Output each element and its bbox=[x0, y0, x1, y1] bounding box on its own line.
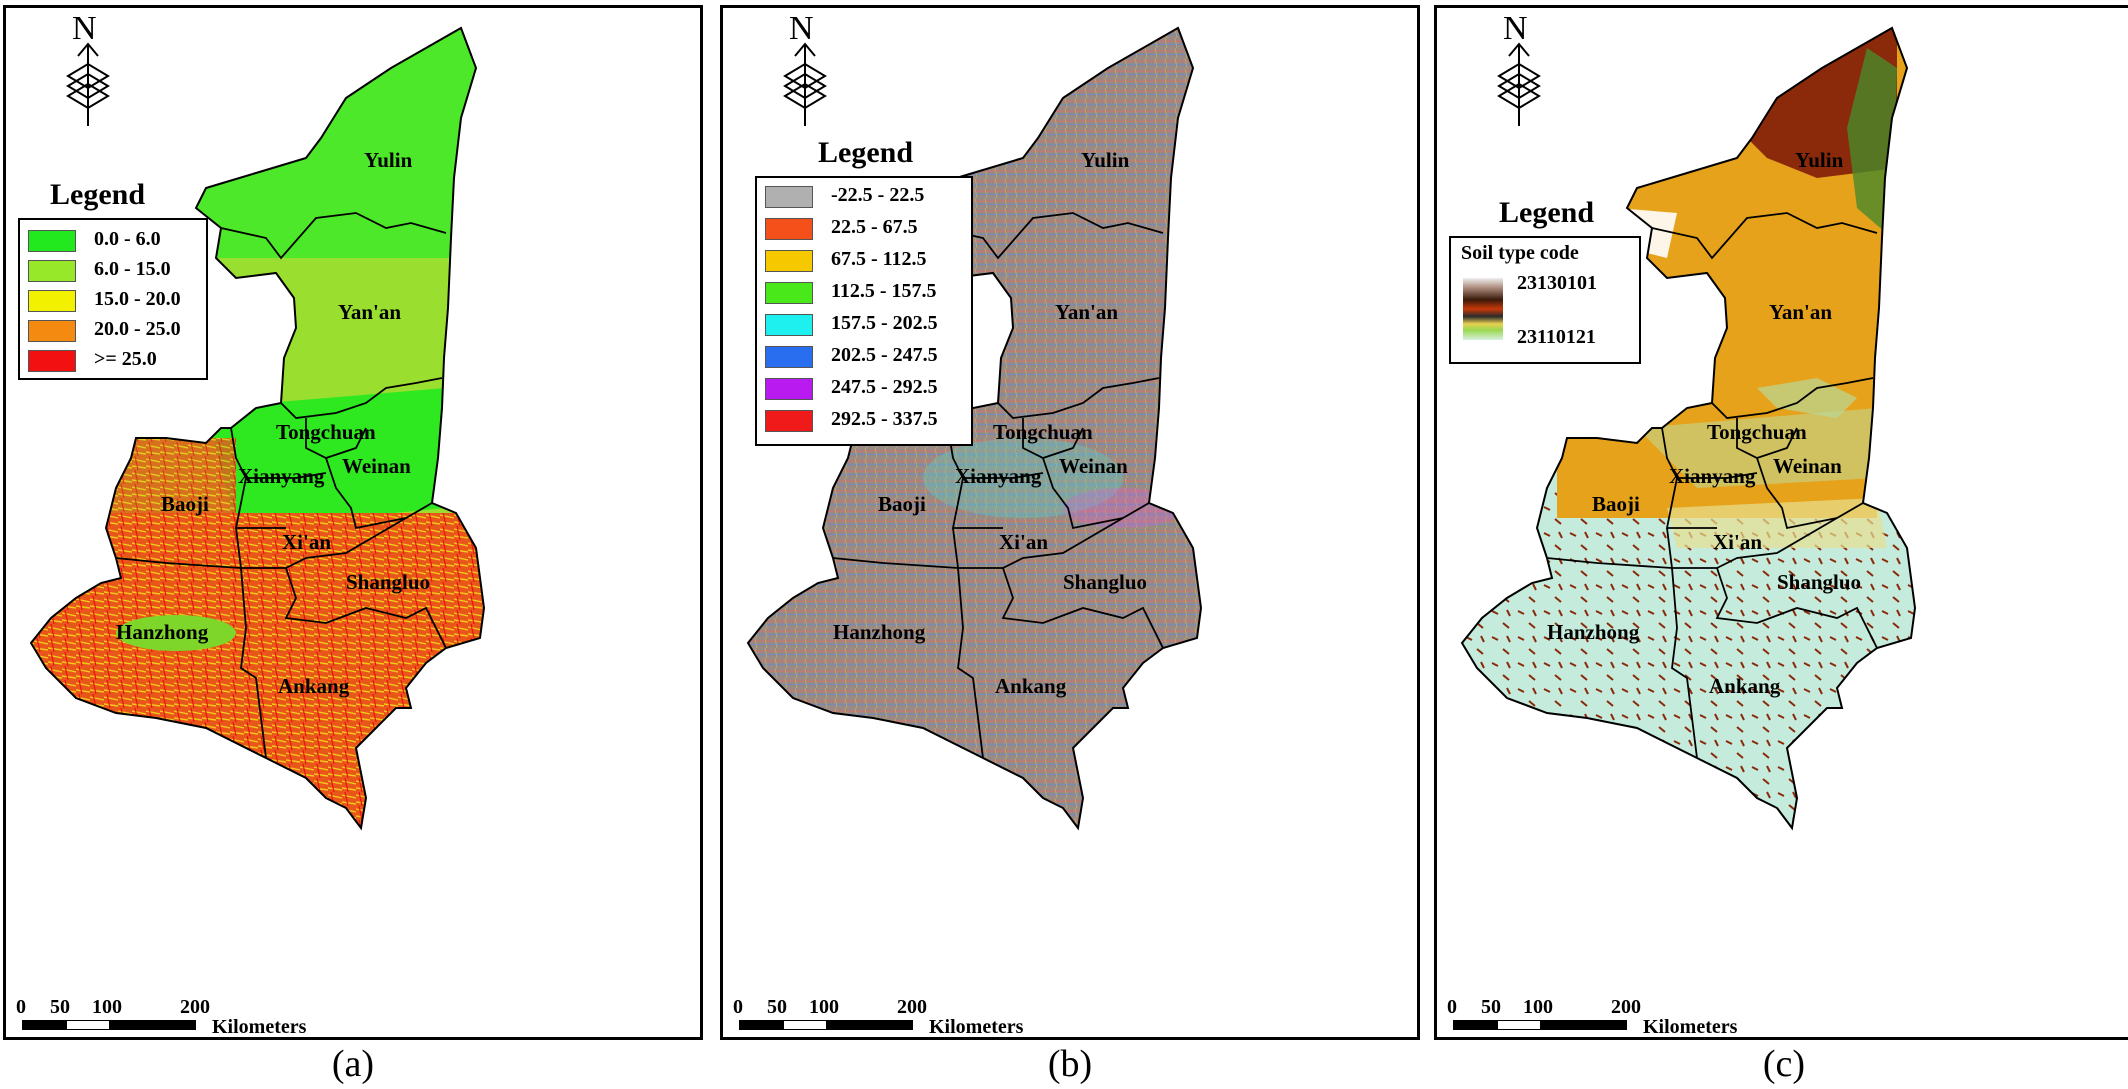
city-label-hanzhong: Hanzhong bbox=[116, 620, 209, 644]
city-label-baoji: Baoji bbox=[1592, 492, 1640, 516]
city-label-xianyang: Xianyang bbox=[238, 464, 325, 488]
city-label-yulin: Yulin bbox=[1081, 148, 1130, 172]
slope-map bbox=[30, 27, 485, 829]
soil-map bbox=[1461, 27, 1916, 829]
legend-title: Legend bbox=[818, 136, 914, 169]
aspect-legend: -22.5 - 22.5 22.5 - 67.5 67.5 - 112.5 11… bbox=[755, 176, 973, 446]
city-label-ankang: Ankang bbox=[278, 674, 350, 698]
caption-a: (a) bbox=[331, 1043, 375, 1085]
city-label-shangluo: Shangluo bbox=[1063, 570, 1148, 594]
city-label-xian: Xi'an bbox=[999, 530, 1049, 554]
city-label-yanan: Yan'an bbox=[338, 300, 402, 324]
city-label-tongchuan: Tongchuan bbox=[1707, 420, 1807, 444]
city-label-shangluo: Shangluo bbox=[1777, 570, 1862, 594]
city-label-yulin: Yulin bbox=[364, 148, 413, 172]
north-arrow-label: N bbox=[1503, 10, 1528, 47]
legend-max: 23130101 bbox=[1517, 272, 1597, 294]
north-arrow-icon bbox=[783, 42, 827, 126]
caption-b: (b) bbox=[1047, 1043, 1093, 1085]
map-panel-soil: N Legend Soil type code 23130101 2311012… bbox=[1434, 5, 2128, 1040]
city-label-yanan: Yan'an bbox=[1055, 300, 1119, 324]
city-label-baoji: Baoji bbox=[161, 492, 209, 516]
city-label-weinan: Weinan bbox=[1773, 454, 1842, 478]
legend-title: Legend bbox=[50, 178, 146, 211]
scale-bar: 0 50 100 200 Kilometers bbox=[733, 996, 1024, 1038]
legend-subtitle: Soil type code bbox=[1461, 242, 1579, 264]
city-label-weinan: Weinan bbox=[342, 454, 411, 478]
city-label-weinan: Weinan bbox=[1059, 454, 1128, 478]
scale-bar: 0 50 100 200 Kilometers bbox=[16, 996, 307, 1038]
city-label-yanan: Yan'an bbox=[1769, 300, 1833, 324]
north-arrow-icon bbox=[66, 42, 110, 126]
north-arrow-icon bbox=[1497, 42, 1541, 126]
city-label-ankang: Ankang bbox=[995, 674, 1067, 698]
city-label-shangluo: Shangluo bbox=[346, 570, 431, 594]
map-panel-aspect: N Legend -22.5 - 22.5 22.5 - 67.5 67.5 -… bbox=[720, 5, 1420, 1040]
city-label-tongchuan: Tongchuan bbox=[993, 420, 1093, 444]
city-label-ankang: Ankang bbox=[1709, 674, 1781, 698]
slope-legend: 0.0 - 6.0 6.0 - 15.0 15.0 - 20.0 20.0 - … bbox=[18, 218, 208, 380]
north-arrow-label: N bbox=[72, 10, 97, 47]
city-label-xianyang: Xianyang bbox=[955, 464, 1042, 488]
soil-gradient-swatch bbox=[1463, 278, 1503, 340]
north-arrow-label: N bbox=[789, 10, 814, 47]
city-label-yulin: Yulin bbox=[1795, 148, 1844, 172]
city-label-xianyang: Xianyang bbox=[1669, 464, 1756, 488]
city-label-tongchuan: Tongchuan bbox=[276, 420, 376, 444]
legend-title: Legend bbox=[1499, 196, 1595, 229]
city-label-hanzhong: Hanzhong bbox=[833, 620, 926, 644]
scale-bar: 0 50 100 200 Kilometers bbox=[1447, 996, 1738, 1038]
map-panel-slope: N Legend 0.0 - 6.0 6.0 - 15.0 15.0 - 20.… bbox=[3, 5, 703, 1040]
legend-min: 23110121 bbox=[1517, 326, 1596, 348]
soil-legend: Soil type code 23130101 23110121 bbox=[1449, 236, 1641, 364]
city-label-xian: Xi'an bbox=[1713, 530, 1763, 554]
city-label-hanzhong: Hanzhong bbox=[1547, 620, 1640, 644]
city-label-xian: Xi'an bbox=[282, 530, 332, 554]
caption-c: (c) bbox=[1762, 1043, 1806, 1085]
city-label-baoji: Baoji bbox=[878, 492, 926, 516]
